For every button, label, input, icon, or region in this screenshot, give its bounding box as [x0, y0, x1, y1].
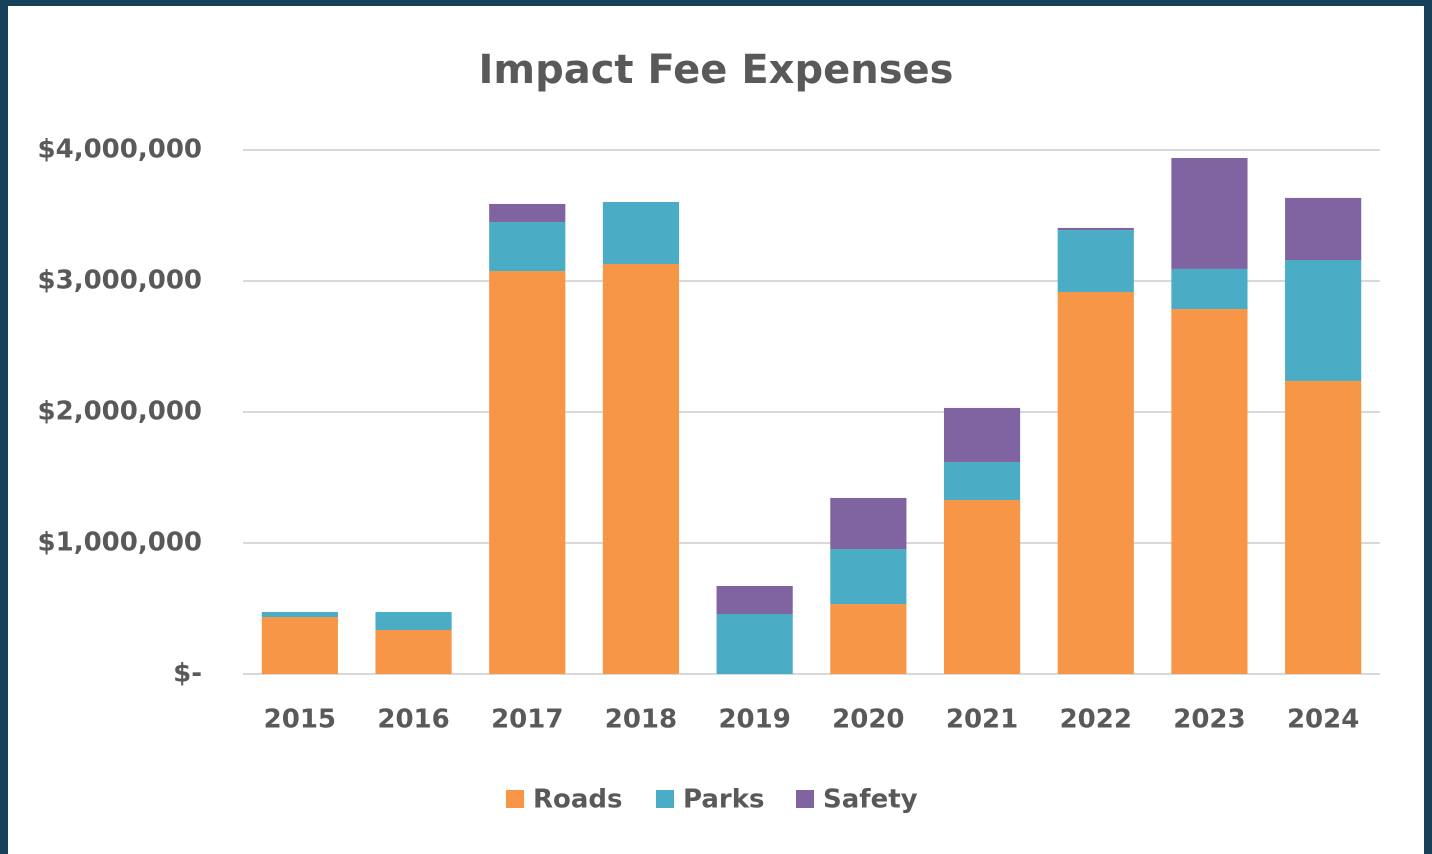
- y-tick-label: $2,000,000: [38, 397, 202, 427]
- x-tick-label: 2016: [377, 705, 449, 735]
- y-tick-label: $-: [173, 659, 202, 689]
- bar-segment: [1171, 157, 1248, 269]
- bar-segment: [1285, 197, 1362, 261]
- bar-segment: [716, 585, 793, 615]
- legend-label: Roads: [533, 785, 623, 815]
- bar-segment: [1057, 227, 1134, 231]
- bar-segment: [943, 462, 1021, 501]
- legend-label: Safety: [823, 785, 918, 815]
- bar-segment: [943, 500, 1021, 674]
- bar-segment: [1285, 380, 1362, 674]
- legend-swatch: [796, 790, 814, 808]
- bar-segment: [1171, 309, 1248, 674]
- bar-segment: [943, 407, 1021, 463]
- bar-segment: [1057, 292, 1134, 674]
- chart-title: Impact Fee Expenses: [479, 47, 954, 93]
- bar-segment: [1285, 260, 1362, 381]
- x-tick-label: 2022: [1060, 705, 1132, 735]
- bar-segment: [830, 549, 907, 605]
- bar-segment: [261, 612, 338, 618]
- x-tick-label: 2015: [264, 705, 336, 735]
- x-tick-label: 2020: [832, 705, 904, 735]
- y-tick-label: $4,000,000: [38, 135, 202, 165]
- x-tick-label: 2017: [491, 705, 563, 735]
- x-tick-label: 2018: [605, 705, 677, 735]
- x-tick-label: 2024: [1287, 705, 1359, 735]
- legend-swatch: [656, 790, 674, 808]
- bar-segment: [261, 617, 338, 674]
- bar-segment: [375, 629, 452, 674]
- y-tick-label: $3,000,000: [38, 266, 202, 296]
- bar-segment: [489, 222, 566, 272]
- bar-segment: [1057, 230, 1134, 293]
- bar-segment: [1171, 268, 1248, 310]
- legend-swatch: [506, 790, 524, 808]
- bar-segment: [716, 614, 793, 674]
- y-tick-label: $1,000,000: [38, 528, 202, 558]
- x-tick-label: 2019: [718, 705, 790, 735]
- bar-segment: [375, 612, 452, 630]
- x-tick-label: 2021: [946, 705, 1018, 735]
- bar-segment: [602, 263, 680, 674]
- bar-segment: [602, 202, 680, 264]
- legend-label: Parks: [683, 785, 765, 815]
- bar-segment: [489, 271, 566, 674]
- x-tick-label: 2023: [1173, 705, 1245, 735]
- bar-segment: [830, 497, 907, 550]
- bar-segment: [489, 203, 566, 223]
- bar-segment: [830, 604, 907, 674]
